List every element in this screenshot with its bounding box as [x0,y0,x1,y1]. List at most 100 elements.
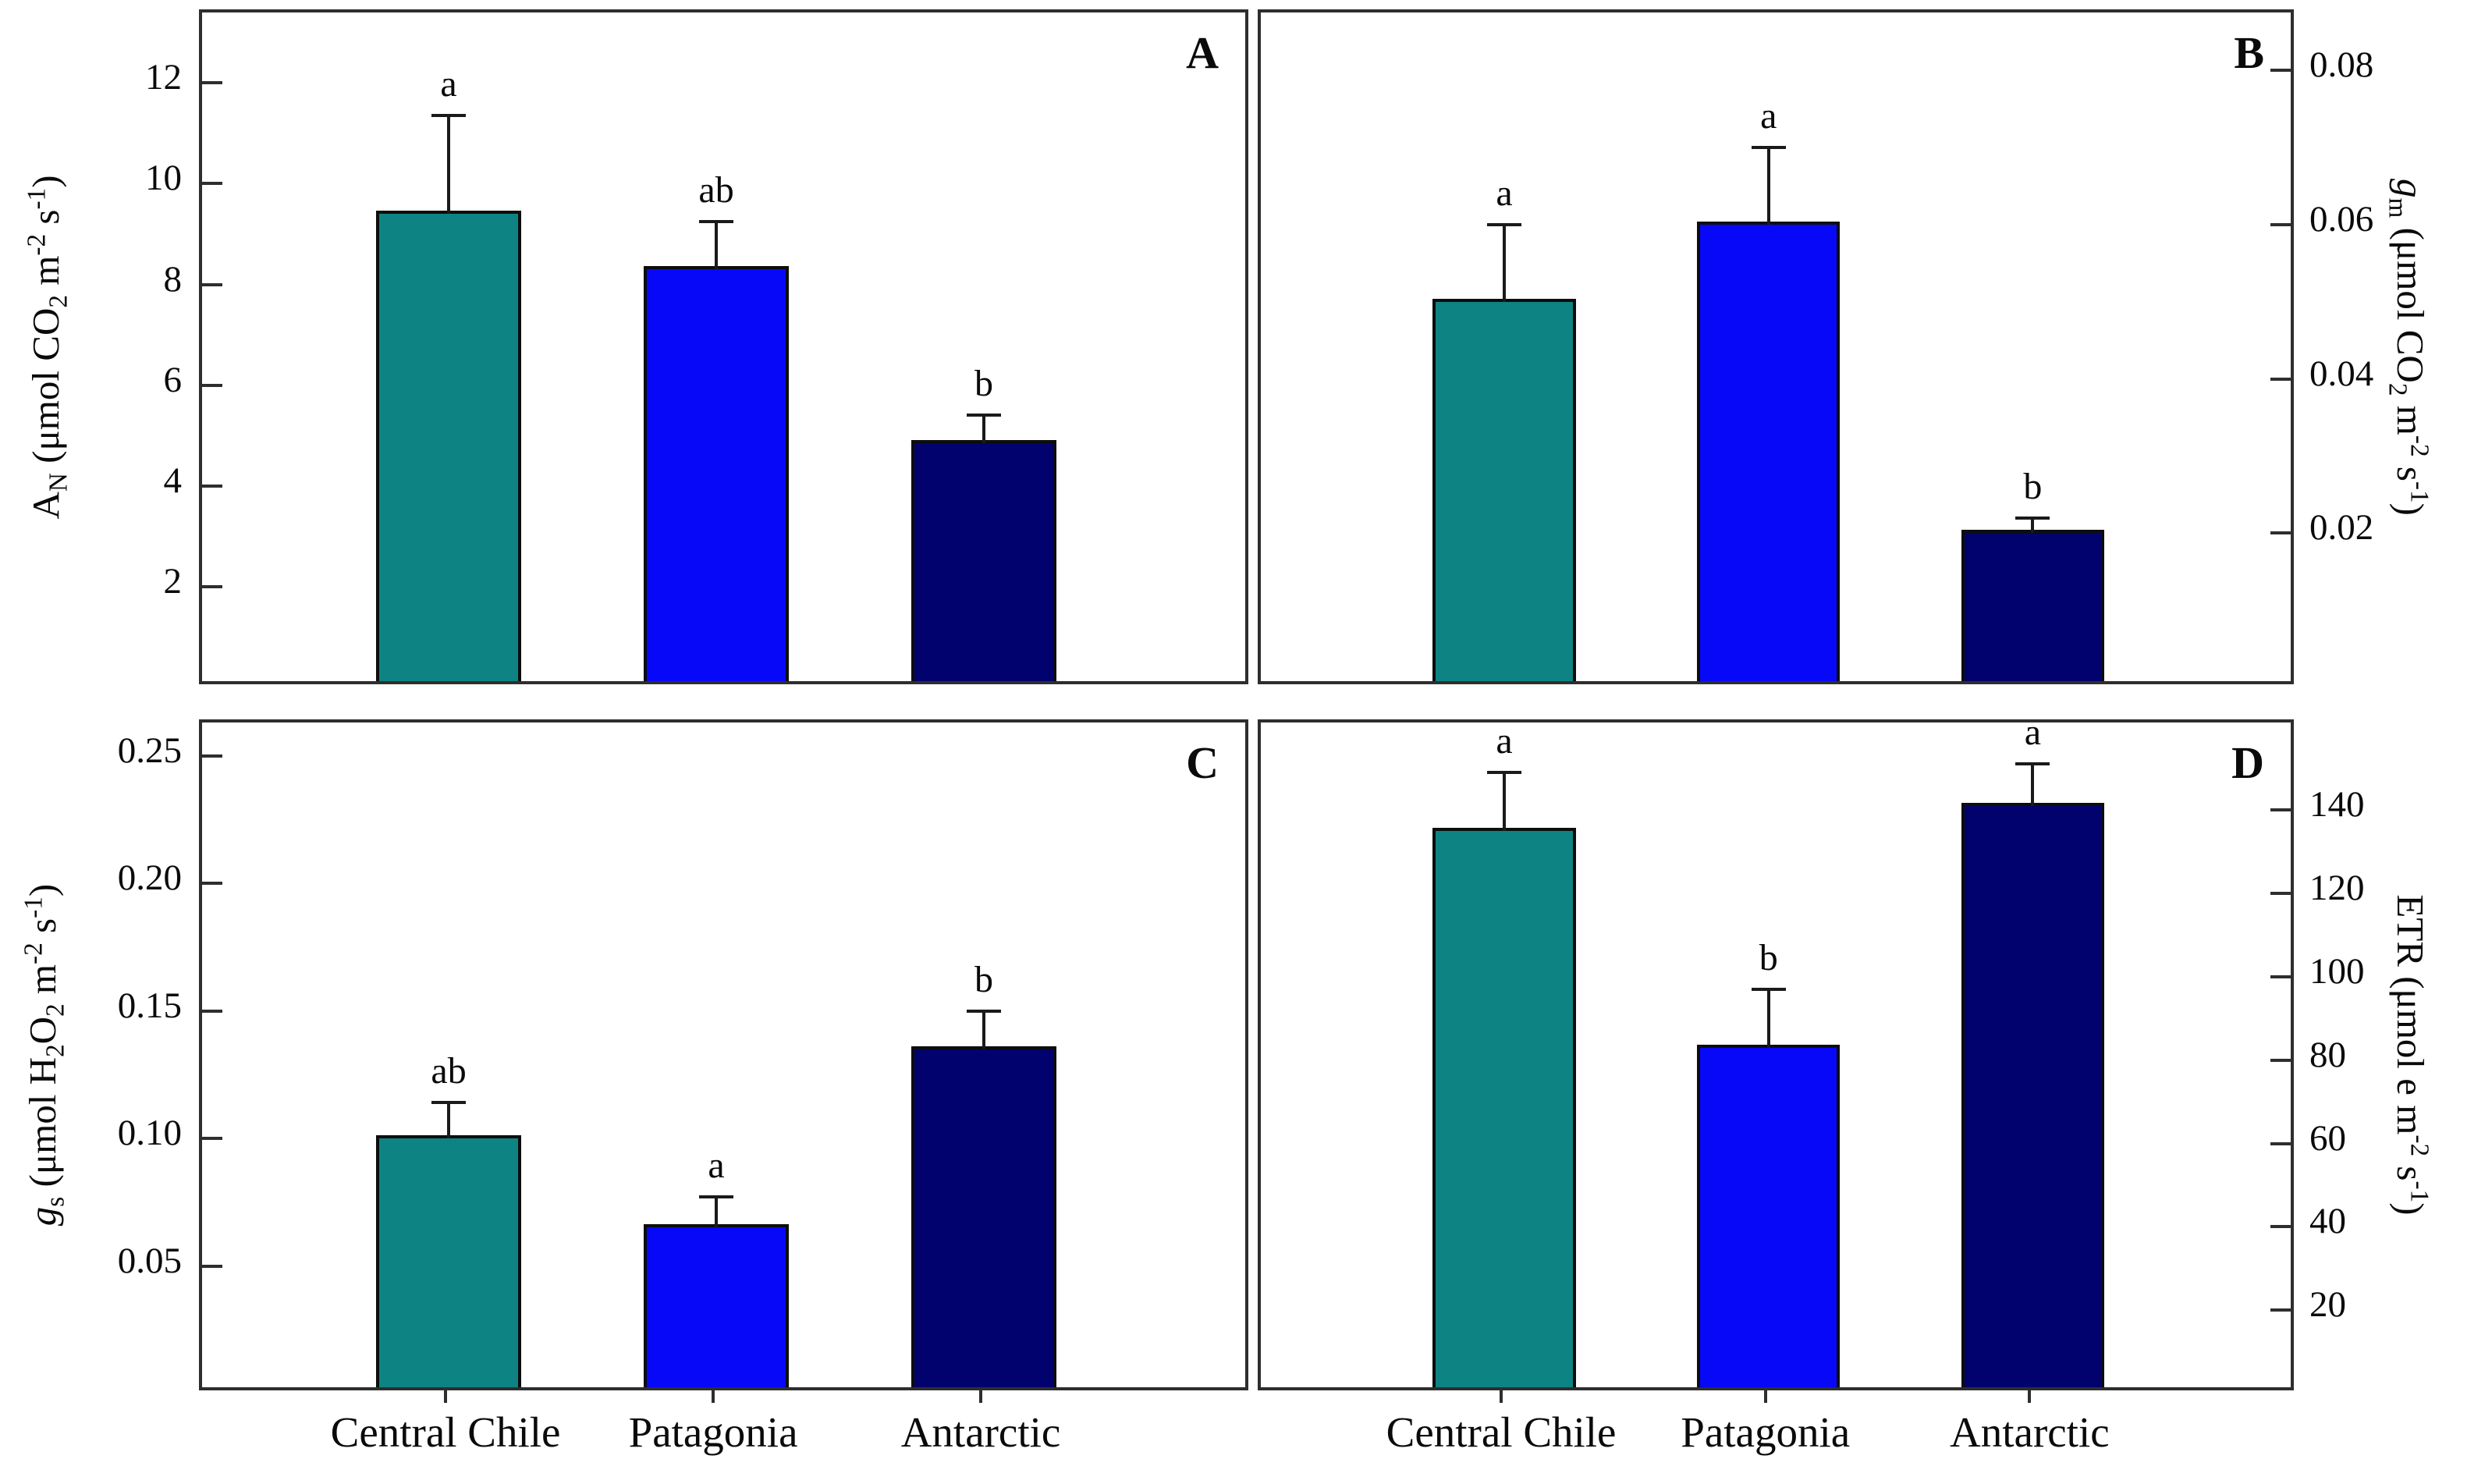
y-tick-label-A-12: 12 [145,57,182,98]
label-fragment: s [2388,1156,2432,1181]
bar-C-central-chile [376,1135,521,1387]
y-tick-D-80 [2270,1058,2291,1062]
label-fragment: m [24,255,68,295]
label-fragment: m [2388,395,2432,435]
error-bar-A-antarctic [982,415,986,443]
error-cap-A-antarctic [967,414,1002,417]
error-cap-D-patagonia [1751,987,1786,991]
y-tick-D-60 [2270,1141,2291,1145]
error-cap-D-antarctic [2015,762,2050,766]
y-tick-label-C-0.15: 0.15 [117,985,182,1026]
label-fragment: s [24,209,68,234]
category-label-D-patagonia: Patagonia [1681,1408,1851,1456]
category-label-C-antarctic: Antarctic [900,1408,1061,1456]
y-tick-label-D-40: 40 [2309,1201,2346,1242]
sig-letter-A-central-chile: a [440,63,457,105]
x-tick-C-patagonia [712,1390,715,1403]
y-tick-D-100 [2270,975,2291,978]
label-fragment: -2 [2405,435,2434,457]
sig-letter-A-patagonia: ab [698,169,734,211]
y-tick-label-B-0.06: 0.06 [2309,198,2374,240]
bar-C-antarctic [911,1046,1056,1387]
sig-letter-D-central-chile: a [1496,720,1513,762]
label-fragment: O [21,1016,65,1045]
y-tick-label-C-0.25: 0.25 [117,730,182,771]
bar-A-antarctic [911,439,1056,681]
bar-A-central-chile [376,211,521,681]
y-tick-label-C-0.20: 0.20 [117,857,182,898]
label-fragment: ( [24,449,68,473]
y-tick-label-D-20: 20 [2309,1284,2346,1326]
bar-D-central-chile [1432,827,1576,1387]
error-bar-A-central-chile [447,115,451,215]
y-tick-label-D-120: 120 [2309,868,2365,908]
y-tick-A-8 [202,282,222,286]
sig-letter-B-antarctic: b [2023,465,2043,507]
y-tick-A-6 [202,383,222,387]
y-tick-label-C-0.05: 0.05 [117,1240,182,1281]
sig-letter-C-antarctic: b [974,958,994,1000]
bar-B-patagonia [1697,221,1841,681]
y-tick-C-0.10 [202,1137,222,1140]
label-fragment: 2 [41,1003,71,1017]
y-tick-D-140 [2270,808,2291,812]
y-tick-C-0.15 [202,1009,222,1013]
y-axis-title-A: AN (μmol CO2 m-2 s-1) [23,175,74,519]
panel-letter-A: A [1186,27,1219,78]
label-fragment: 2 [41,1044,71,1058]
bar-D-patagonia [1697,1044,1841,1387]
bar-C-patagonia [644,1224,789,1387]
y-tick-label-A-6: 6 [163,359,183,400]
error-bar-C-antarctic [982,1010,986,1049]
sig-letter-B-central-chile: a [1496,172,1513,214]
y-tick-A-10 [202,182,222,186]
label-fragment: ( [2388,217,2432,240]
category-label-C-central-chile: Central Chile [330,1408,561,1456]
label-fragment: μmol H [21,1057,65,1175]
error-cap-B-central-chile [1487,222,1522,226]
sig-letter-D-antarctic: a [2024,712,2042,754]
error-cap-C-central-chile [431,1101,467,1105]
error-cap-D-central-chile [1487,771,1522,775]
bar-A-patagonia [644,266,789,681]
error-cap-C-antarctic [967,1009,1002,1013]
label-fragment: -2 [2405,1134,2434,1157]
error-bar-C-patagonia [715,1197,719,1228]
y-tick-label-D-140: 140 [2309,784,2365,825]
y-tick-label-D-100: 100 [2309,950,2365,992]
y-tick-label-A-10: 10 [145,158,182,199]
label-fragment: ) [21,883,65,897]
panel-letter-C: C [1186,737,1219,788]
x-tick-D-central-chile [1500,1390,1503,1403]
label-fragment: -2 [19,943,48,964]
label-fragment: A [24,491,68,520]
label-fragment: -1 [19,896,48,918]
bar-B-central-chile [1432,298,1576,681]
error-bar-D-antarctic [2031,764,2035,806]
label-fragment: ( [21,1174,65,1197]
error-cap-B-antarctic [2015,516,2050,520]
y-tick-A-4 [202,484,222,488]
label-fragment: -1 [2405,481,2434,503]
label-fragment: μmol CO [24,307,68,450]
y-tick-label-B-0.08: 0.08 [2309,44,2374,86]
y-tick-label-A-2: 2 [163,560,183,602]
label-fragment: N [44,472,74,492]
label-fragment: m [2382,197,2412,218]
category-label-D-central-chile: Central Chile [1386,1408,1617,1456]
y-tick-A-2 [202,584,222,588]
y-tick-D-40 [2270,1225,2291,1229]
y-axis-title-C: gs (μmol H2O2 m-2 s-1) [20,884,71,1226]
error-bar-A-patagonia [715,221,719,270]
category-label-D-antarctic: Antarctic [1950,1408,2110,1456]
label-fragment: -1 [2405,1180,2434,1203]
error-bar-B-patagonia [1766,147,1770,225]
y-tick-B-0.04 [2270,377,2291,381]
error-bar-D-central-chile [1503,772,1507,831]
y-tick-label-B-0.04: 0.04 [2309,353,2374,394]
error-bar-B-central-chile [1503,224,1507,302]
